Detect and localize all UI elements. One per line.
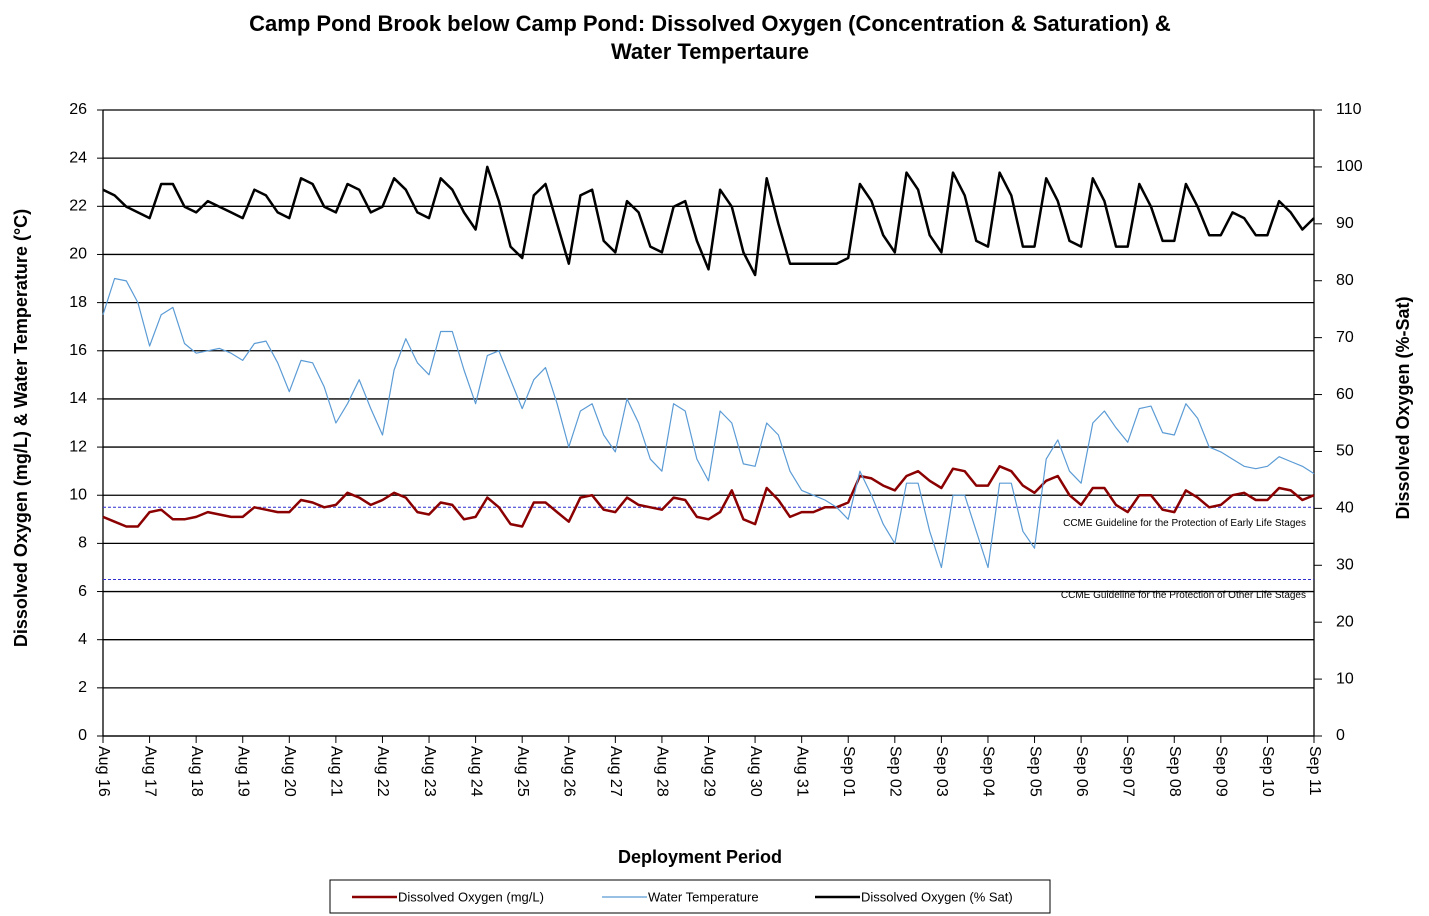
series-line — [102, 165, 1315, 277]
x-tick-label: Aug 31 — [793, 746, 810, 797]
y-tick-label: 22 — [69, 198, 87, 215]
legend-box — [329, 879, 1051, 914]
y-tick-label: 24 — [69, 149, 87, 166]
x-tick-label: Aug 29 — [700, 746, 717, 797]
y-tick-label: 6 — [78, 583, 87, 600]
y-tick-label: 8 — [78, 535, 87, 552]
y2-tick-label: 110 — [1336, 101, 1362, 118]
x-tick-label: Sep 06 — [1073, 746, 1090, 797]
x-tick-label: Sep 10 — [1259, 746, 1276, 797]
y2-tick-label: 80 — [1336, 272, 1354, 289]
x-tick-label: Sep 01 — [840, 746, 857, 797]
y-tick-label: 14 — [69, 390, 87, 407]
y2-tick-label: 10 — [1336, 670, 1354, 687]
x-tick-label: Sep 11 — [1306, 746, 1323, 796]
y-tick-label: 16 — [69, 342, 87, 359]
y-tick-label: 4 — [78, 631, 87, 648]
x-tick-label: Sep 05 — [1026, 746, 1043, 797]
x-tick-label: Aug 30 — [747, 746, 764, 797]
x-tick-label: Sep 03 — [933, 746, 950, 797]
x-tick-label: Aug 21 — [328, 746, 345, 797]
legend-label: Dissolved Oxygen (% Sat) — [861, 889, 1013, 904]
x-tick-label: Aug 23 — [421, 746, 438, 797]
x-tick-label: Sep 09 — [1213, 746, 1230, 797]
y-tick-label: 20 — [69, 246, 87, 263]
x-tick-label: Aug 28 — [654, 746, 671, 797]
x-tick-label: Aug 16 — [95, 746, 112, 797]
y2-tick-label: 100 — [1336, 158, 1363, 175]
y-tick-label: 12 — [69, 438, 87, 455]
y2-tick-label: 20 — [1336, 613, 1354, 630]
y-tick-label: 10 — [69, 486, 87, 503]
y2-tick-label: 70 — [1336, 329, 1354, 346]
y2-tick-label: 60 — [1336, 386, 1354, 403]
legend-label: Water Temperature — [648, 889, 759, 904]
y-tick-label: 26 — [69, 101, 87, 118]
x-tick-label: Aug 25 — [514, 746, 531, 797]
y2-tick-label: 90 — [1336, 215, 1354, 232]
x-tick-label: Aug 20 — [281, 746, 298, 797]
series-line — [102, 465, 1315, 528]
y2-tick-label: 30 — [1336, 556, 1354, 573]
x-tick-label: Aug 26 — [561, 746, 578, 797]
y-axis-title: Dissolved Oxygen (mg/L) & Water Temperat… — [11, 209, 31, 647]
guideline-label: CCME Guideline for the Protection of Ear… — [1063, 518, 1306, 529]
x-tick-label: Aug 27 — [607, 746, 624, 797]
x-tick-label: Aug 19 — [234, 746, 251, 797]
x-tick-label: Sep 02 — [887, 746, 904, 797]
x-tick-label: Aug 24 — [467, 746, 484, 797]
chart-title: Camp Pond Brook below Camp Pond: Dissolv… — [249, 11, 1171, 36]
x-tick-label: Aug 22 — [374, 746, 391, 797]
x-tick-label: Sep 04 — [980, 746, 997, 797]
guideline-label: CCME Guideline for the Protection of Oth… — [1061, 590, 1306, 601]
chart-title: Water Tempertaure — [611, 39, 809, 64]
x-axis-title: Deployment Period — [618, 847, 782, 867]
x-tick-label: Aug 17 — [141, 746, 158, 797]
series-line — [102, 277, 1315, 569]
x-tick-label: Sep 08 — [1166, 746, 1183, 797]
y-tick-label: 18 — [69, 294, 87, 311]
y2-tick-label: 0 — [1336, 727, 1345, 744]
y2-tick-label: 40 — [1336, 500, 1354, 517]
y2-tick-label: 50 — [1336, 443, 1354, 460]
legend-label: Dissolved Oxygen (mg/L) — [398, 889, 544, 904]
x-tick-label: Sep 07 — [1119, 746, 1136, 797]
y-tick-label: 0 — [78, 727, 87, 744]
y2-axis-title: Dissolved Oxygen (%-Sat) — [1393, 296, 1413, 519]
y-tick-label: 2 — [78, 679, 87, 696]
x-tick-label: Aug 18 — [188, 746, 205, 797]
